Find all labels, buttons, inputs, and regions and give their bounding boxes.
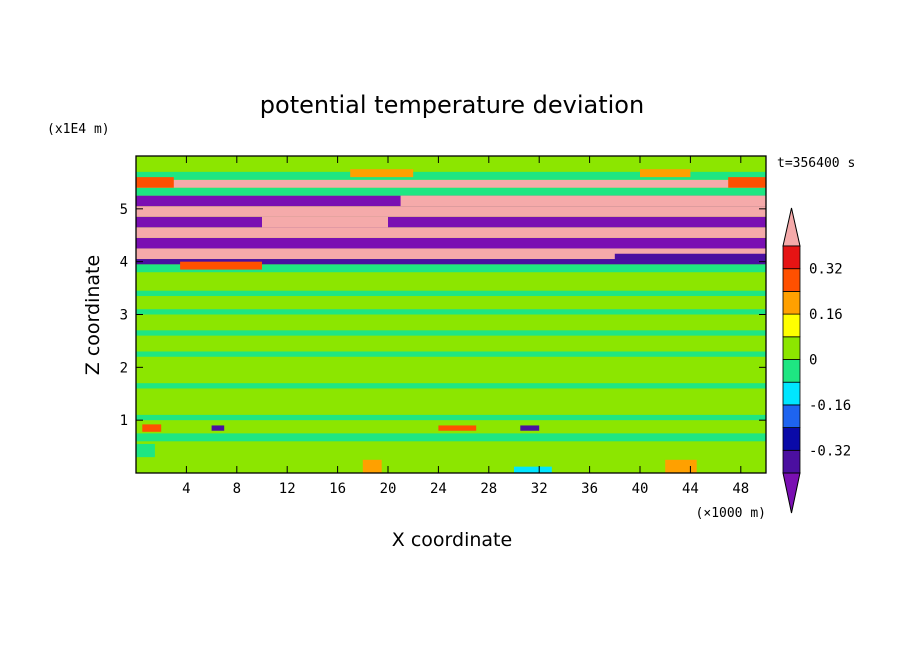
x-tick-label-11: 48	[732, 481, 749, 497]
contour-patch-11	[728, 177, 766, 188]
x-tick-label-0: 4	[182, 481, 190, 497]
y-axis-label: Z coordinate	[82, 255, 104, 375]
contour-band-0	[136, 457, 766, 473]
colorbar-tick-label-3: -0.16	[809, 398, 851, 414]
plot-area	[135, 155, 767, 474]
contour-band-16	[136, 187, 766, 196]
colorbar-level-4	[782, 359, 801, 383]
colorbar-level-1	[782, 427, 801, 451]
contour-band-5	[136, 330, 766, 336]
contour-band-17	[136, 179, 766, 188]
contour-patch-10	[136, 177, 174, 188]
contour-patch-6	[438, 425, 477, 431]
contour-patch-14	[350, 169, 414, 178]
x-tick-label-5: 24	[430, 481, 447, 497]
contour-band-9	[136, 259, 766, 265]
colorbar-level-6	[782, 313, 801, 338]
contour-patch-0	[136, 443, 155, 458]
contour-patch-12	[400, 195, 766, 207]
x-axis-label: X coordinate	[392, 529, 512, 551]
contour-band-2	[136, 414, 766, 421]
contour-patch-5	[211, 425, 225, 431]
contour-band-6	[136, 309, 766, 315]
colorbar-level-9	[782, 245, 801, 270]
contour-patch-15	[640, 169, 691, 178]
x-tick-label-10: 44	[682, 481, 699, 497]
contour-band-11	[136, 237, 766, 249]
colorbar-tick-label-1: 0.16	[809, 307, 843, 323]
colorbar-level-8	[782, 268, 801, 292]
y-tick-label-0: 1	[120, 413, 128, 429]
colorbar-tick-label-4: -0.32	[809, 443, 851, 459]
colorbar-level-7	[782, 290, 801, 315]
colorbar-top-arrow	[782, 207, 801, 247]
colorbar-level-3	[782, 381, 801, 406]
contour-patch-7	[520, 425, 540, 431]
contour-band-1	[136, 433, 766, 442]
contour-patch-8	[180, 261, 262, 270]
contour-band-12	[136, 227, 766, 238]
contour-band-8	[136, 264, 766, 273]
colorbar-tick-label-2: 0	[809, 353, 817, 369]
y-tick-label-3: 4	[120, 255, 128, 271]
contour-band-13	[136, 216, 766, 228]
time-label: t=356400 s	[777, 156, 855, 171]
contour-band-10	[136, 248, 766, 260]
x-tick-label-3: 16	[329, 481, 346, 497]
colorbar-level-2	[782, 404, 801, 428]
contour-patch-9	[614, 253, 766, 262]
y-tick-label-4: 5	[120, 202, 128, 218]
contour-band-4	[136, 351, 766, 357]
contour-patch-13	[262, 216, 388, 228]
x-tick-label-6: 28	[480, 481, 497, 497]
x-tick-label-8: 36	[581, 481, 598, 497]
x-tick-label-7: 32	[531, 481, 548, 497]
x-axis-unit: (×1000 m)	[696, 506, 766, 521]
colorbar-tick-label-0: 0.32	[809, 262, 843, 278]
contour-patch-1	[362, 459, 382, 473]
contour-patch-4	[142, 424, 162, 432]
colorbar: 0.32 0.16 0 -0.16 -0.32	[782, 207, 851, 514]
contour-band-18	[136, 171, 766, 180]
y-axis-ticks: 1 2 3 4 5	[120, 202, 766, 429]
y-tick-label-2: 3	[120, 308, 128, 324]
x-tick-label-9: 40	[632, 481, 649, 497]
x-tick-label-2: 12	[279, 481, 296, 497]
x-tick-label-1: 8	[233, 481, 241, 497]
contour-patch-2	[514, 466, 552, 473]
y-axis-unit: (x1E4 m)	[47, 122, 110, 137]
colorbar-level-0	[782, 449, 801, 474]
contour-band-7	[136, 290, 766, 297]
chart-title: potential temperature deviation	[260, 91, 644, 119]
x-tick-label-4: 20	[380, 481, 397, 497]
colorbar-level-5	[782, 336, 801, 360]
x-axis-ticks: 4 8 12 16 20 24 28 32 36 40 44 48	[182, 156, 749, 497]
y-tick-label-1: 2	[120, 360, 128, 376]
contour-band-3	[136, 383, 766, 389]
contour-patch-3	[665, 459, 697, 473]
contour-band-14	[136, 206, 766, 217]
colorbar-bottom-arrow	[782, 472, 801, 514]
